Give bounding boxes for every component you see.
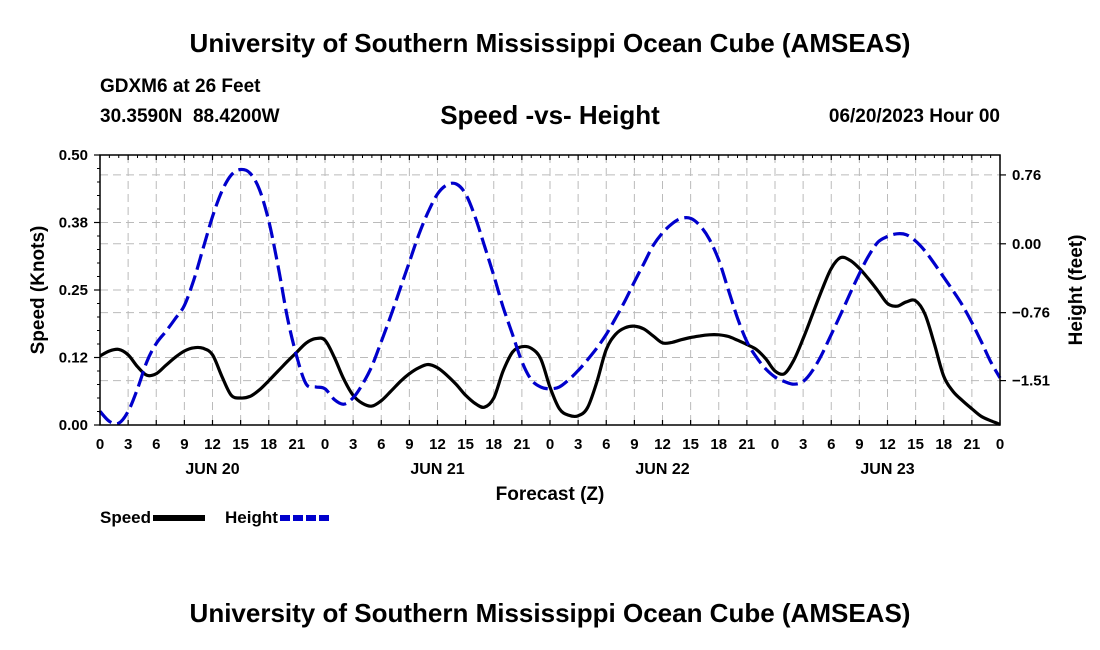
x-tick-label: 9: [855, 436, 863, 453]
x-tick-label: 21: [289, 436, 306, 453]
run-date: 06/20/2023 Hour 00: [828, 106, 1000, 127]
station-label: GDXM6 at 26 Feet: [100, 76, 261, 97]
x-tick-label: 0: [771, 436, 779, 453]
day-label: JUN 22: [635, 461, 689, 478]
x-tick-label: 21: [739, 436, 756, 453]
y-tick-label: 0.25: [59, 282, 88, 299]
x-tick-label: 0: [321, 436, 329, 453]
x-tick-label: 9: [405, 436, 413, 453]
x-tick-label: 0: [96, 436, 104, 453]
x-tick-label: 6: [827, 436, 835, 453]
grid: [100, 155, 1000, 425]
y-tick-label: 0.50: [59, 147, 88, 164]
main-title: University of Southern Mississippi Ocean…: [189, 28, 911, 58]
x-tick-label: 15: [232, 436, 249, 453]
x-tick-label: 0: [546, 436, 554, 453]
x-tick-label: 21: [964, 436, 981, 453]
legend-label-speed: Speed: [100, 508, 152, 527]
x-tick-label: 15: [907, 436, 924, 453]
legend-swatch-speed: [153, 515, 206, 521]
footer-title: University of Southern Mississippi Ocean…: [189, 598, 911, 628]
station-coordinates: 30.3590N 88.4200W: [100, 106, 280, 127]
legend-item-height: Height: [225, 508, 332, 528]
axis-ticks: 0 3 6 9 12 15 18 21 0 3 6 9 12 15 18 21 0 3 6 9 12 15 18 21 0 3 6 9…: [59, 147, 1050, 478]
chart-subtitle: Speed -vs- Height: [440, 100, 660, 130]
x-tick-label: 9: [180, 436, 188, 453]
x-tick-label: 12: [429, 436, 446, 453]
legend-label-height: Height: [225, 508, 278, 527]
x-tick-label: 15: [682, 436, 699, 453]
x-tick-label: 3: [349, 436, 357, 453]
y-axis-title: Speed (Knots): [28, 226, 49, 355]
y2-axis-title: Height (feet): [1066, 235, 1087, 346]
x-tick-label: 21: [514, 436, 531, 453]
y-tick-label: 0.12: [59, 350, 88, 367]
x-tick-label: 12: [879, 436, 896, 453]
y2-tick-label: −1.51: [1012, 373, 1050, 390]
legend: Speed Height: [100, 508, 352, 528]
x-tick-label: 3: [574, 436, 582, 453]
y-tick-label: 0.00: [59, 417, 88, 434]
day-label: JUN 23: [860, 461, 914, 478]
legend-item-speed: Speed: [100, 508, 206, 528]
x-tick-label: 18: [710, 436, 727, 453]
y2-tick-label: 0.00: [1012, 236, 1041, 253]
x-tick-label: 6: [377, 436, 385, 453]
x-tick-label: 6: [152, 436, 160, 453]
speed-height-chart: 0 3 6 9 12 15 18 21 0 3 6 9 12 15 18 21 0 3 6 9 12 15 18 21 0 3 6 9…: [28, 147, 1087, 505]
x-tick-label: 3: [799, 436, 807, 453]
x-axis-title: Forecast (Z): [496, 484, 605, 505]
x-tick-label: 0: [996, 436, 1004, 453]
y2-tick-label: −0.76: [1012, 305, 1050, 322]
series-line-height: [98, 167, 1002, 426]
series: [98, 167, 1002, 426]
x-tick-label: 9: [630, 436, 638, 453]
x-tick-label: 12: [204, 436, 221, 453]
day-label: JUN 21: [410, 461, 464, 478]
x-tick-label: 12: [654, 436, 671, 453]
x-tick-label: 18: [485, 436, 502, 453]
y2-tick-label: 0.76: [1012, 167, 1041, 184]
x-tick-label: 6: [602, 436, 610, 453]
x-tick-label: 3: [124, 436, 132, 453]
x-tick-label: 18: [935, 436, 952, 453]
y-tick-label: 0.38: [59, 215, 88, 232]
x-tick-label: 18: [260, 436, 277, 453]
series-line-speed: [99, 255, 1001, 426]
day-label: JUN 20: [185, 461, 239, 478]
legend-swatch-height: [279, 515, 332, 521]
x-tick-label: 15: [457, 436, 474, 453]
